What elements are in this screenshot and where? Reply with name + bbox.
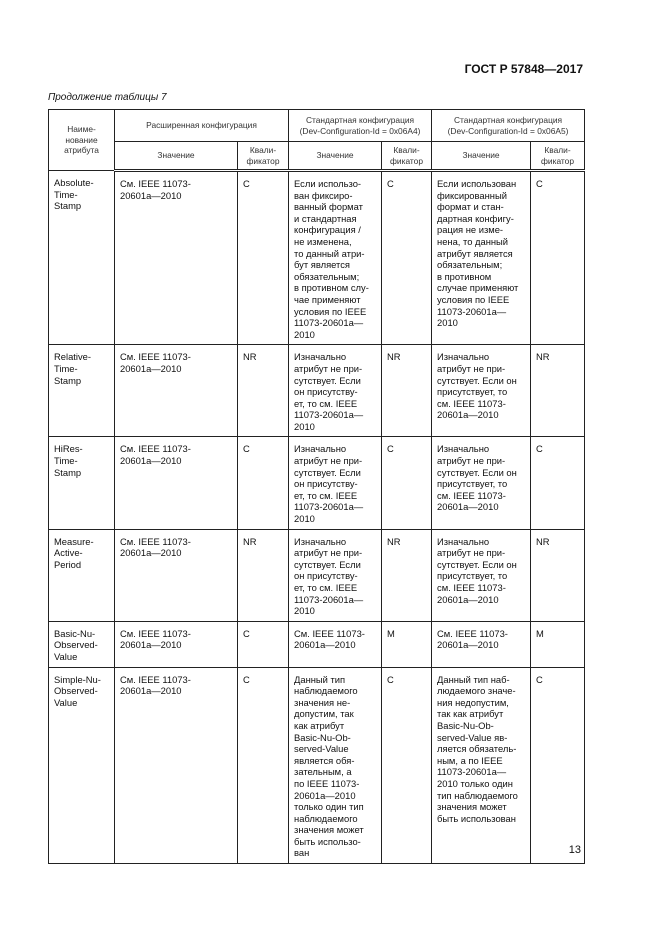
attributes-table: Наиме- нование атрибута Расширенная конф… (48, 109, 586, 865)
cell-a4-value: См. IEEE 11073- 20601a—2010 (288, 620, 383, 668)
header-qualifier: Квали- фикатор (530, 141, 586, 172)
header-attribute-name: Наиме- нование атрибута (48, 109, 115, 171)
table-row: Measure- Active- Period См. IEEE 11073- 2… (48, 528, 586, 622)
cell-a4-q: M (381, 620, 433, 668)
cell-a5-value: Изначально атрибут не при- сутствует. Ес… (431, 344, 532, 438)
standard-designation: ГОСТ Р 57848—2017 (464, 62, 583, 76)
cell-a5-q: NR (530, 528, 586, 622)
table-row: Absolute- Time- Stamp См. IEEE 11073- 206… (48, 169, 586, 346)
cell-name: Absolute- Time- Stamp (48, 169, 115, 346)
cell-a4-value: Изначально атрибут не при- сутствует. Ес… (288, 528, 383, 622)
page-number: 13 (568, 844, 581, 856)
table-row: Relative- Time- Stamp См. IEEE 11073- 206… (48, 344, 586, 438)
cell-a4-value: Данный тип наблюдаемого значения не- доп… (288, 666, 383, 865)
cell-a5-value: Изначально атрибут не при- сутствует. Ес… (431, 528, 532, 622)
table-row: Basic-Nu- Observed- Value См. IEEE 11073-… (48, 620, 586, 668)
header-value: Значение (114, 141, 238, 172)
cell-ext-q: C (236, 666, 290, 865)
table-row: Simple-Nu- Observed- Value См. IEEE 11073… (48, 666, 586, 865)
header-qualifier: Квали- фикатор (381, 141, 433, 172)
cell-a5-q: C (530, 169, 586, 346)
cell-a4-value: Изначально атрибут не при- сутствует. Ес… (288, 436, 383, 530)
cell-ext-value: См. IEEE 11073- 20601a—2010 (114, 436, 238, 530)
cell-a5-value: Если использован фиксированный формат и … (431, 169, 532, 346)
cell-a4-q: C (381, 169, 433, 346)
cell-name: Basic-Nu- Observed- Value (48, 620, 115, 668)
header-standard-config-06a4: Стандартная конфигурация (Dev-Configurat… (288, 109, 433, 142)
cell-a4-value: Изначально атрибут не при- сутствует. Ес… (288, 344, 383, 438)
cell-a5-q: NR (530, 344, 586, 438)
cell-ext-q: NR (236, 344, 290, 438)
cell-ext-q: C (236, 436, 290, 530)
cell-a4-value: Если использо- ван фиксиро- ванный форма… (288, 169, 383, 346)
cell-a5-value: Данный тип наб- людаемого значе- ния нед… (431, 666, 532, 865)
header-extended-config: Расширенная конфигурация (113, 109, 290, 142)
cell-a4-q: C (381, 666, 433, 865)
cell-a5-q: M (530, 620, 586, 668)
header-value: Значение (288, 141, 383, 172)
table-row: HiRes- Time- Stamp См. IEEE 11073- 20601a… (48, 436, 586, 530)
cell-a5-value: Изначально атрибут не при- сутствует. Ес… (431, 436, 532, 530)
cell-a4-q: C (381, 436, 433, 530)
cell-a4-q: NR (381, 528, 433, 622)
cell-name: Simple-Nu- Observed- Value (48, 666, 115, 865)
cell-name: Relative- Time- Stamp (48, 344, 115, 438)
header-value: Значение (431, 141, 532, 172)
cell-ext-value: См. IEEE 11073- 20601a—2010 (114, 169, 238, 346)
cell-ext-q: C (236, 620, 290, 668)
cell-a4-q: NR (381, 344, 433, 438)
cell-ext-value: См. IEEE 11073- 20601a—2010 (114, 344, 238, 438)
header-qualifier: Квали- фикатор (236, 141, 290, 172)
cell-name: Measure- Active- Period (48, 528, 115, 622)
cell-ext-q: NR (236, 528, 290, 622)
cell-ext-value: См. IEEE 11073- 20601a—2010 (114, 528, 238, 622)
table-caption: Продолжение таблицы 7 (48, 92, 167, 103)
cell-a5-q: C (530, 436, 586, 530)
cell-ext-value: См. IEEE 11073- 20601a—2010 (114, 666, 238, 865)
cell-ext-q: C (236, 169, 290, 346)
cell-a5-value: См. IEEE 11073- 20601a—2010 (431, 620, 532, 668)
header-standard-config-06a5: Стандартная конфигурация (Dev-Configurat… (431, 109, 586, 142)
cell-ext-value: См. IEEE 11073- 20601a—2010 (114, 620, 238, 668)
cell-name: HiRes- Time- Stamp (48, 436, 115, 530)
cell-a5-q: C (530, 666, 586, 865)
